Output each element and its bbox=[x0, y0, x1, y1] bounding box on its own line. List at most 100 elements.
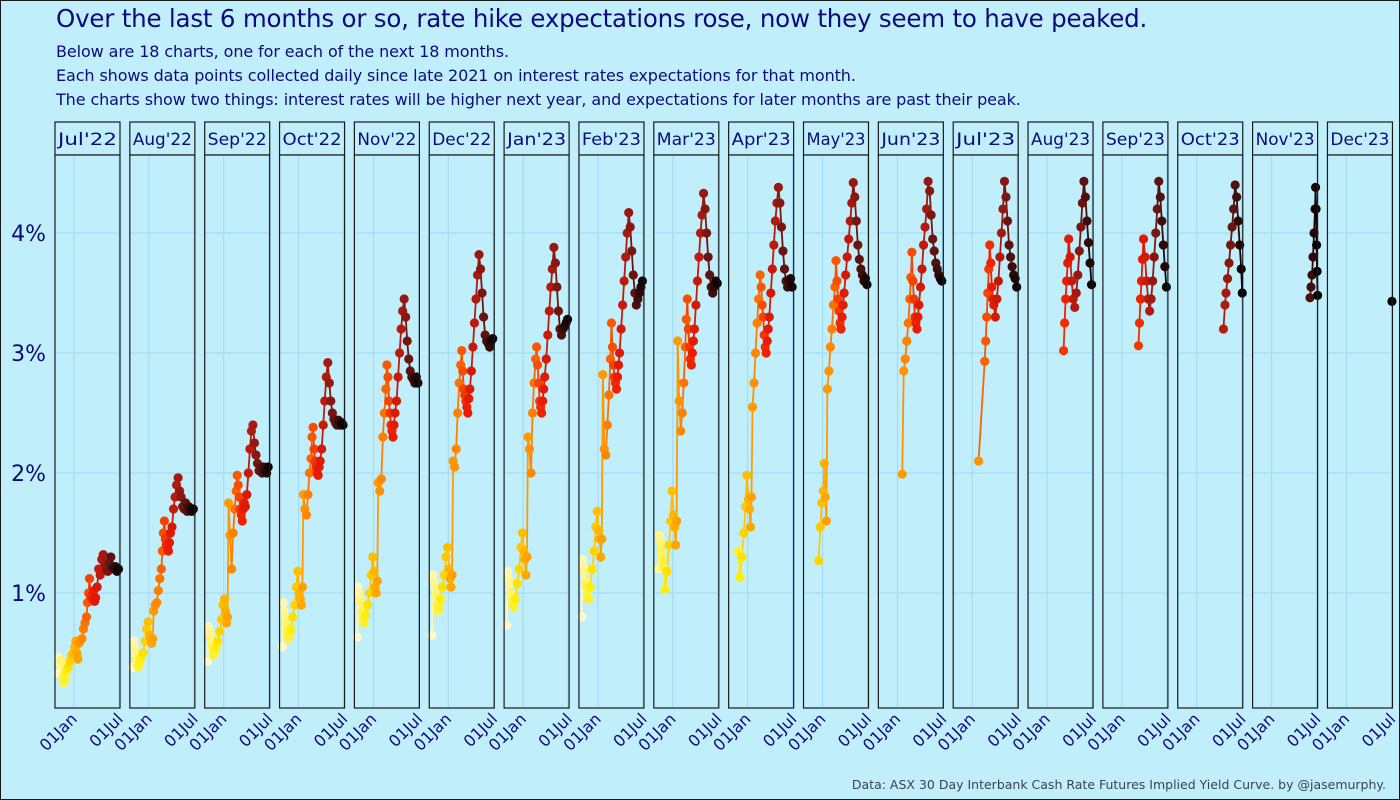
facet-strip-label: Oct'22 bbox=[283, 130, 342, 149]
data-point bbox=[81, 612, 92, 622]
series-line-segment bbox=[686, 298, 690, 330]
series-line-segment bbox=[1315, 208, 1318, 246]
data-point bbox=[928, 234, 938, 244]
data-point bbox=[523, 432, 533, 442]
data-point bbox=[1308, 252, 1318, 262]
data-point bbox=[552, 282, 562, 292]
panel-background bbox=[728, 155, 794, 708]
data-point bbox=[1310, 182, 1321, 192]
series-line-segment bbox=[682, 346, 687, 384]
data-point bbox=[164, 538, 175, 548]
data-point bbox=[854, 254, 864, 264]
data-point bbox=[466, 366, 476, 376]
data-point bbox=[1071, 288, 1081, 298]
data-point bbox=[1222, 274, 1233, 284]
data-point bbox=[1073, 270, 1083, 280]
data-point bbox=[770, 216, 780, 226]
chart-title: Over the last 6 months or so, rate hike … bbox=[56, 4, 1148, 33]
data-point bbox=[391, 396, 402, 406]
facet-strip bbox=[129, 121, 196, 156]
data-point bbox=[752, 318, 762, 328]
facet-strip-label: Apr'23 bbox=[732, 130, 791, 149]
data-point bbox=[390, 408, 400, 418]
data-point bbox=[1074, 246, 1084, 256]
data-point bbox=[611, 384, 622, 394]
facet-strip bbox=[1326, 121, 1394, 156]
data-point bbox=[1002, 216, 1013, 226]
data-point bbox=[778, 246, 788, 256]
data-point bbox=[372, 576, 382, 586]
series-line-segment bbox=[681, 382, 685, 414]
data-point bbox=[369, 566, 379, 577]
data-point bbox=[477, 288, 487, 298]
data-point bbox=[832, 276, 842, 286]
data-point bbox=[820, 492, 830, 502]
data-point bbox=[897, 469, 907, 479]
data-point bbox=[993, 276, 1003, 286]
series-line-segment bbox=[754, 322, 758, 354]
facet-strip bbox=[503, 121, 570, 156]
data-point bbox=[549, 242, 559, 252]
data-point bbox=[1001, 192, 1011, 202]
data-point bbox=[73, 654, 83, 664]
panel-background bbox=[653, 155, 719, 708]
data-point bbox=[393, 372, 403, 382]
data-point bbox=[604, 390, 614, 400]
panel-border bbox=[653, 154, 720, 709]
data-point bbox=[1154, 176, 1164, 186]
data-point bbox=[579, 566, 590, 577]
data-point bbox=[853, 240, 863, 250]
data-point bbox=[383, 372, 393, 382]
series-line-segment bbox=[684, 319, 688, 348]
data-point bbox=[232, 470, 242, 480]
data-point bbox=[660, 584, 670, 595]
data-point bbox=[1148, 276, 1158, 286]
data-point bbox=[441, 552, 451, 562]
panel-border bbox=[1102, 154, 1169, 709]
data-point bbox=[687, 348, 697, 358]
panel-background bbox=[1102, 155, 1168, 708]
data-point bbox=[296, 600, 306, 610]
data-point bbox=[1311, 204, 1321, 214]
data-point bbox=[1082, 216, 1092, 226]
data-point bbox=[757, 300, 767, 310]
data-point bbox=[474, 250, 484, 260]
series-line-segment bbox=[750, 406, 754, 498]
data-point bbox=[468, 342, 478, 352]
data-point bbox=[705, 270, 715, 280]
data-point bbox=[168, 504, 179, 514]
data-point bbox=[744, 504, 755, 514]
data-point bbox=[686, 360, 696, 370]
facet-strip-label: Dec'22 bbox=[432, 130, 491, 149]
data-point bbox=[694, 252, 704, 262]
facet-strip bbox=[1027, 121, 1094, 156]
data-point bbox=[293, 566, 303, 577]
data-point bbox=[612, 372, 623, 382]
data-point bbox=[836, 324, 846, 334]
data-point bbox=[376, 474, 386, 484]
data-point bbox=[514, 564, 524, 574]
data-point bbox=[973, 456, 984, 466]
data-point bbox=[562, 314, 573, 324]
data-point bbox=[173, 473, 183, 483]
data-point bbox=[899, 366, 909, 376]
data-point bbox=[1060, 318, 1070, 328]
data-point bbox=[437, 582, 448, 592]
data-point bbox=[544, 306, 554, 316]
data-point bbox=[737, 552, 747, 562]
subtitle-line-2: Each shows data points collected daily s… bbox=[56, 66, 856, 85]
data-point bbox=[384, 396, 394, 406]
facet-strip bbox=[353, 121, 420, 156]
facet-strip bbox=[877, 121, 944, 156]
data-point bbox=[920, 222, 930, 232]
data-point bbox=[839, 288, 849, 298]
data-point bbox=[382, 360, 392, 370]
data-point bbox=[982, 312, 992, 322]
data-point bbox=[1079, 176, 1089, 186]
data-point bbox=[159, 516, 169, 526]
panel-background bbox=[1177, 155, 1243, 708]
data-point bbox=[84, 574, 95, 584]
